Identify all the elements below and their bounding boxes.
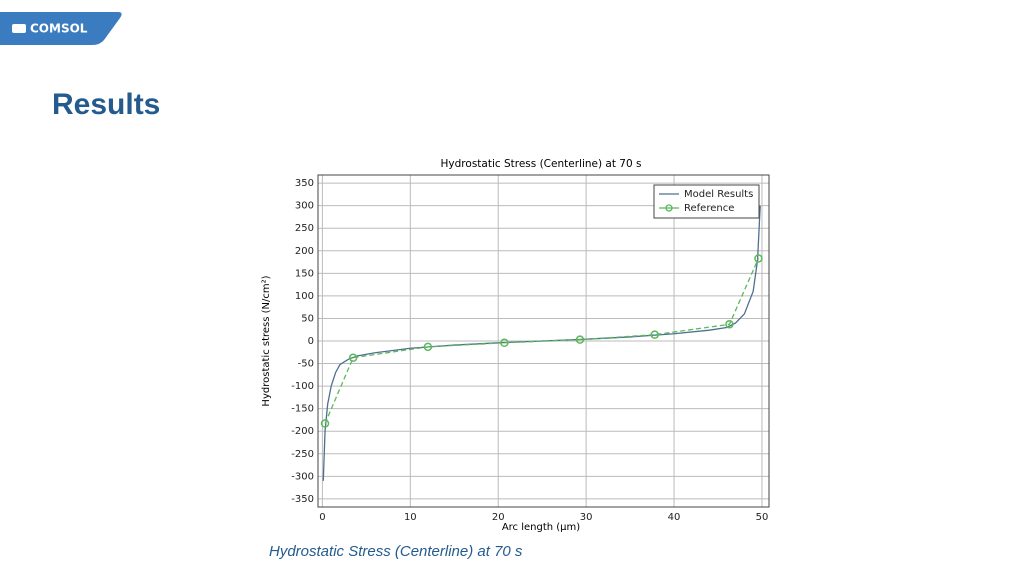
marker: [500, 338, 509, 348]
marker: [725, 320, 734, 329]
x-tick-label: 10: [404, 512, 417, 523]
caption: Hydrostatic Stress (Centerline) at 70 s: [269, 543, 523, 560]
marker: [348, 353, 358, 362]
marker: [754, 254, 763, 263]
logo-icon: [12, 24, 26, 33]
x-tick-label: 30: [580, 512, 593, 523]
y-tick-label: 300: [295, 201, 314, 212]
marker: [650, 330, 659, 339]
marker: [320, 419, 330, 428]
x-tick-label: 50: [756, 512, 769, 523]
marker: [575, 335, 585, 344]
y-tick-label: -350: [291, 494, 314, 505]
x-axis-label: Arc length (µm): [502, 522, 580, 533]
y-tick-label: -250: [291, 449, 314, 460]
series-line: [324, 258, 760, 424]
y-tick-label: 350: [295, 178, 314, 189]
legend-box: [653, 184, 760, 219]
marker: [423, 342, 433, 352]
y-tick-label: 100: [295, 291, 314, 302]
y-tick-label: -100: [291, 381, 314, 392]
y-tick-label: 250: [295, 223, 314, 234]
y-tick-label: -150: [291, 404, 314, 415]
legend-marker: [665, 204, 673, 212]
legend-label: Reference: [684, 203, 734, 214]
logo-text: COMSOL: [30, 22, 88, 36]
y-tick-label: -300: [291, 471, 314, 482]
chart-title: Hydrostatic Stress (Centerline) at 70 s: [441, 158, 642, 170]
x-tick-label: 0: [319, 512, 325, 523]
y-axis-label: Hydrostatic stress (N/cm²): [261, 275, 272, 406]
plot-frame: [317, 174, 770, 508]
y-tick-label: -200: [291, 426, 314, 437]
series-line: [322, 205, 761, 481]
y-tick-label: 150: [295, 268, 314, 279]
logo-band: [0, 12, 122, 45]
heading: Results: [52, 88, 160, 121]
y-tick-label: -50: [298, 359, 314, 370]
x-tick-label: 20: [492, 512, 505, 523]
x-tick-label: 40: [668, 512, 681, 523]
legend-label: Model Results: [684, 189, 753, 200]
y-tick-label: 200: [295, 246, 314, 257]
y-tick-label: 50: [301, 313, 314, 324]
y-tick-label: 0: [308, 336, 314, 347]
